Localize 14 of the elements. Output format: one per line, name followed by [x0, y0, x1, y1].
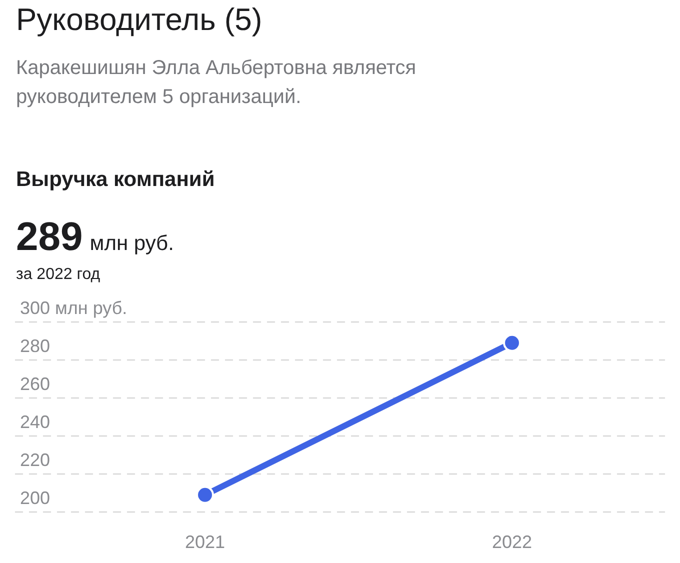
y-tick-label: 240 — [20, 412, 50, 432]
chart-title: Руководитель (5) — [16, 2, 262, 38]
y-tick-label: 260 — [20, 374, 50, 394]
text: 289 — [16, 215, 83, 259]
text: млн руб. — [90, 232, 174, 255]
y-tick-label: 220 — [20, 450, 50, 470]
x-tick-label: 2021 — [184, 532, 226, 552]
y-tick-label: 280 — [20, 336, 50, 356]
chart-subtitle: Каракешишян Элла Альбертовна является руководителем 5 организаций. — [16, 56, 418, 110]
y-tick-label: 300 млн руб. — [20, 298, 128, 318]
text: Выручка компаний — [16, 168, 215, 191]
x-tick-label: 2022 — [492, 532, 532, 552]
text: за 2022 год — [16, 266, 101, 283]
y-tick-label: 200 — [20, 488, 50, 508]
